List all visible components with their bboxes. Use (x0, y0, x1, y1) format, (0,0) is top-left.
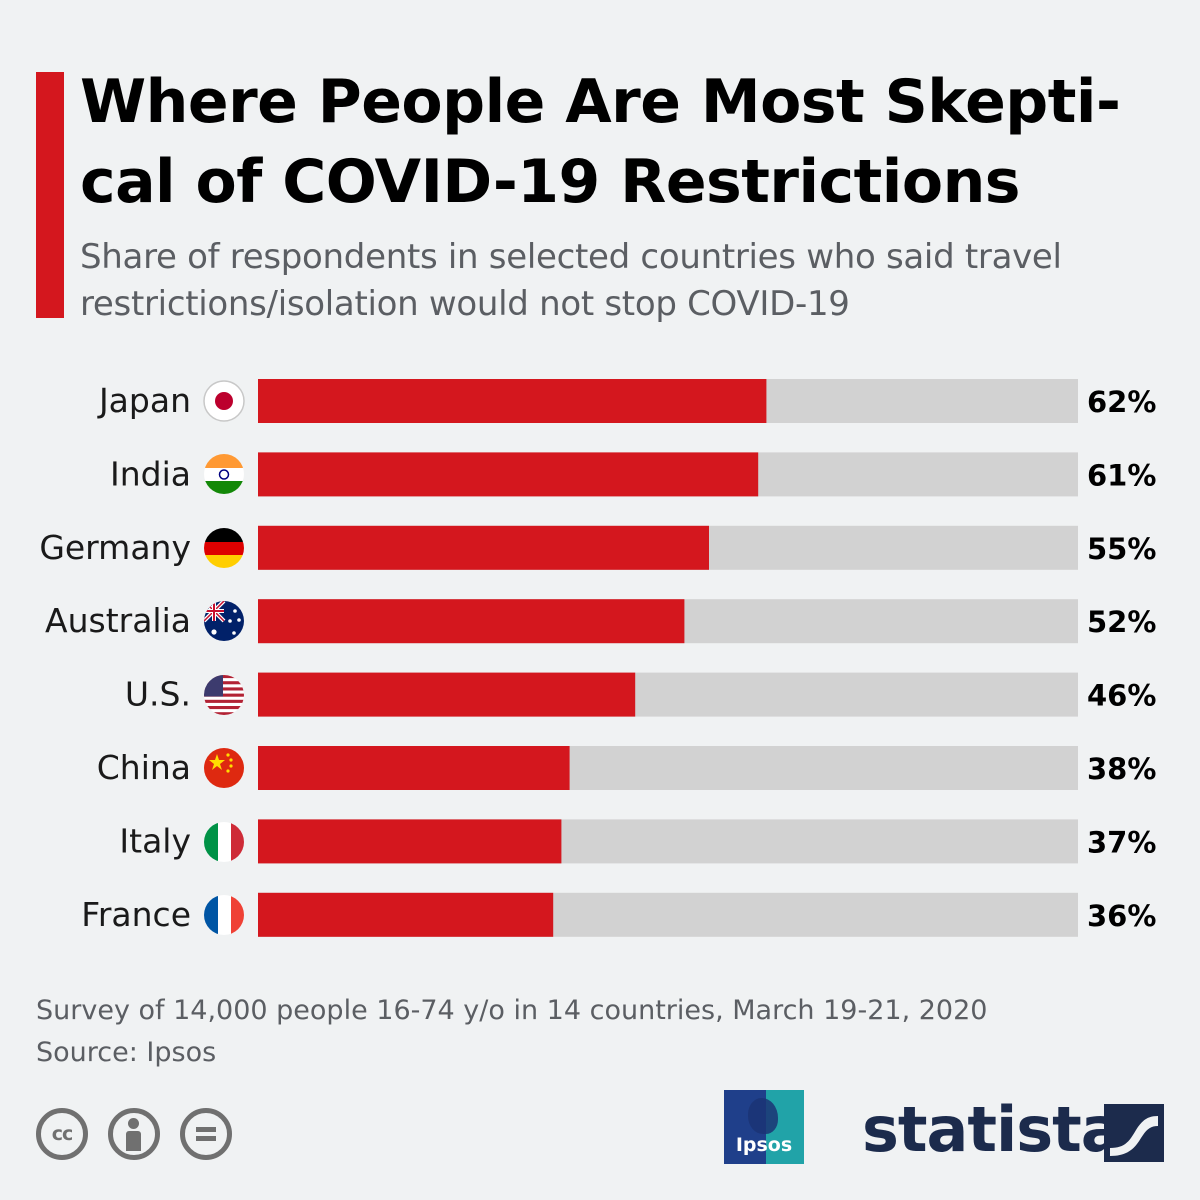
bar-australia (258, 599, 685, 644)
category-label-japan: Japan (97, 381, 191, 420)
creative-commons-icon[interactable]: cc (36, 1108, 88, 1160)
category-label-germany: Germany (39, 528, 191, 567)
bar-france (258, 892, 554, 937)
japan-flag-icon (203, 380, 245, 422)
value-label-japan: 62% (1087, 385, 1156, 419)
category-label-china: China (97, 748, 191, 787)
survey-note: Survey of 14,000 people 16-74 y/o in 14 … (36, 995, 988, 1026)
cc-label: cc (51, 1123, 74, 1145)
statista-logo-icon[interactable] (1104, 1104, 1164, 1162)
france-flag-icon (204, 895, 244, 935)
source-note: Source: Ipsos (36, 1037, 217, 1068)
value-label-italy: 37% (1087, 825, 1156, 859)
australia-flag-icon (204, 601, 244, 641)
chart-title: Where People Are Most Skepti-cal of COVI… (80, 67, 1121, 217)
us-flag-icon (204, 675, 244, 715)
chart-subtitle: Share of respondents in selected countri… (80, 237, 1062, 324)
title-accent-bar (36, 72, 64, 318)
value-label-china: 38% (1087, 752, 1156, 786)
italy-flag-icon (204, 822, 244, 862)
germany-flag-icon (204, 528, 244, 568)
value-label-india: 61% (1087, 458, 1156, 492)
value-label-germany: 55% (1087, 532, 1156, 566)
no-derivatives-icon[interactable] (180, 1108, 232, 1160)
bar-india (258, 452, 759, 497)
bar-u-s (258, 672, 636, 717)
category-label-u-s: U.S. (125, 675, 191, 714)
statista-logo-text[interactable]: statista (862, 1093, 1123, 1166)
category-label-italy: Italy (119, 821, 191, 860)
india-flag-icon (204, 454, 244, 494)
bar-italy (258, 819, 562, 864)
bar-germany (258, 525, 709, 570)
bar-china (258, 746, 570, 790)
category-label-australia: Australia (45, 601, 191, 640)
ipsos-logo[interactable]: Ipsos (724, 1090, 804, 1164)
bar-japan (258, 379, 767, 423)
value-label-u-s: 46% (1087, 679, 1156, 713)
category-label-india: India (110, 454, 191, 493)
category-label-france: France (81, 895, 191, 934)
attribution-icon[interactable] (108, 1108, 160, 1160)
value-label-australia: 52% (1087, 605, 1156, 639)
value-label-france: 36% (1087, 899, 1156, 933)
ipsos-logo-text: Ipsos (735, 1134, 793, 1156)
chart-footnote: Survey of 14,000 people 16-74 y/o in 14 … (36, 990, 987, 1074)
china-flag-icon (204, 748, 244, 788)
